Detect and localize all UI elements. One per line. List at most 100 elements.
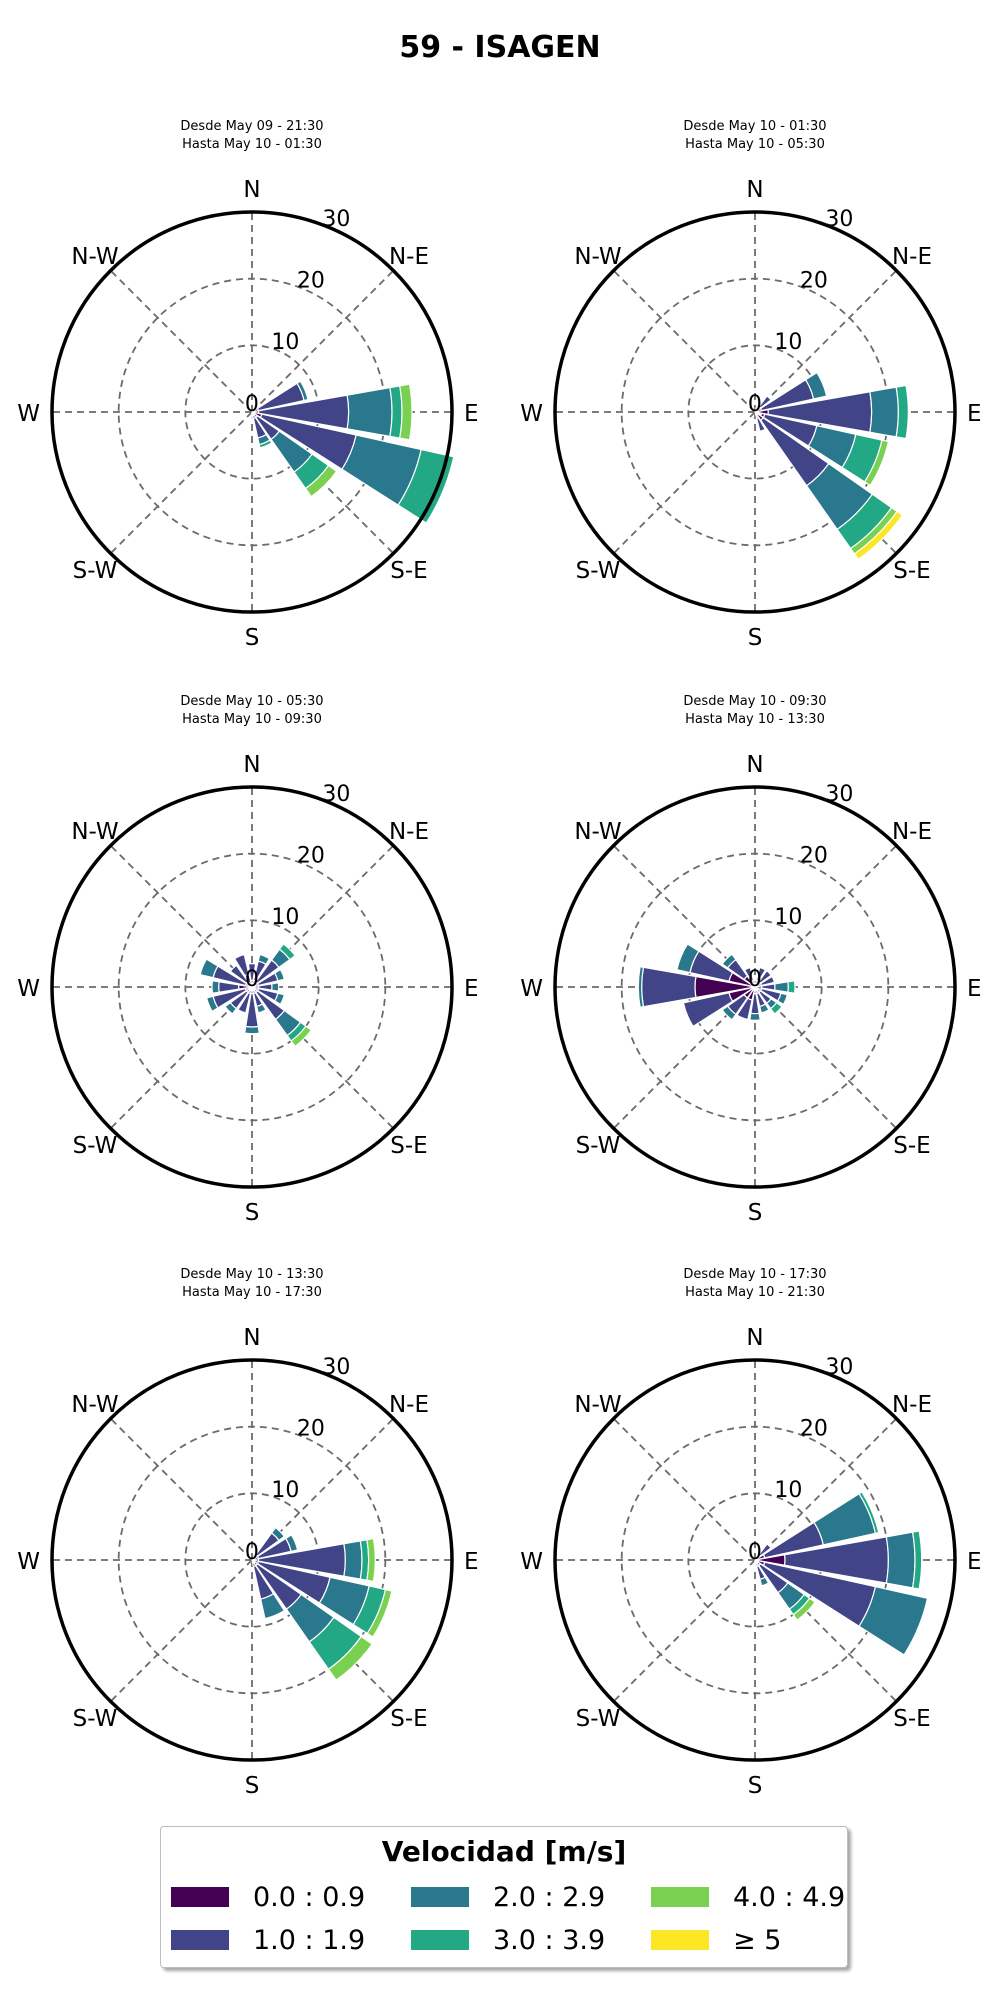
direction-gridline	[754, 269, 898, 413]
direction-label: N-E	[892, 1392, 932, 1418]
windrose-petal-segment	[895, 384, 909, 440]
direction-label: N-W	[574, 819, 621, 845]
direction-label: N	[746, 752, 763, 778]
windrose-subtitle: Desde May 10 - 13:30	[180, 1267, 323, 1282]
windrose-petal-segment	[290, 1025, 313, 1048]
windrose-outer-circle	[553, 1358, 957, 1762]
radial-tick-label: 0	[245, 1540, 259, 1565]
windrose-petal-segment	[758, 969, 773, 984]
windrose-petal-segment	[755, 416, 766, 433]
windrose-petal-segment	[754, 411, 763, 416]
windrose-petal-segment	[251, 405, 259, 413]
windrose-subtitle: Desde May 10 - 17:30	[683, 1267, 826, 1282]
windrose-petal-segment	[327, 1635, 373, 1681]
direction-label: S-W	[576, 558, 621, 584]
legend: Velocidad [m/s] 0.0 : 0.9 1.0 : 1.9 2.0 …	[160, 1826, 848, 1968]
windrose-petal-segment	[769, 1001, 783, 1015]
direction-label: S	[748, 1200, 763, 1226]
legend-swatch	[171, 1887, 229, 1907]
direction-label: E	[967, 1549, 982, 1575]
direction-label: N-W	[71, 244, 118, 270]
direction-label: S-E	[893, 1133, 930, 1159]
direction-label: S-E	[390, 558, 427, 584]
windrose-petal-segment	[758, 1003, 770, 1014]
direction-label: W	[520, 401, 543, 427]
windrose-petal-segment	[273, 992, 286, 1006]
windrose-outer-circle	[50, 785, 454, 1189]
windrose-petal-segment	[776, 992, 789, 1006]
windrose-petal-segment	[343, 1540, 363, 1580]
windrose-grid: Desde May 09 - 21:30 Hasta May 10 - 01:30…	[17, 119, 982, 1799]
direction-label: N-W	[71, 1392, 118, 1418]
windrose-petal-segment	[271, 982, 280, 992]
direction-label: N	[243, 1325, 260, 1351]
windrose-petal-segment	[389, 385, 403, 439]
windrose-subtitle: Desde May 10 - 09:30	[683, 694, 826, 709]
windrose-petal-segment	[863, 439, 890, 487]
direction-label: N	[243, 752, 260, 778]
radial-tick-label: 0	[748, 1540, 762, 1565]
direction-gridline	[754, 986, 898, 1130]
direction-gridline	[251, 844, 395, 988]
radial-tick-label: 20	[800, 844, 828, 869]
direction-gridline	[109, 269, 253, 413]
windrose-petal-segment	[676, 943, 700, 974]
windrose-petal-segment	[853, 510, 904, 561]
windrose-petal-segment	[258, 439, 273, 449]
windrose-petal-segment	[397, 448, 455, 524]
legend-item: 4.0 : 4.9	[651, 1877, 845, 1917]
windrose-4: Desde May 10 - 09:30 Hasta May 10 - 13:30…	[520, 694, 981, 1226]
radial-tick-label: 30	[322, 782, 350, 807]
radial-tick-label: 10	[774, 330, 802, 355]
windrose-petal-segment	[304, 464, 338, 498]
radial-tick-label: 10	[271, 1478, 299, 1503]
radial-tick-label: 10	[774, 1478, 802, 1503]
windrose-petal-segment	[911, 1530, 923, 1590]
direction-label: E	[464, 1549, 479, 1575]
radial-tick-label: 0	[748, 392, 762, 417]
direction-label: W	[17, 401, 40, 427]
direction-gridline	[754, 1559, 898, 1703]
direction-label: N-E	[892, 819, 932, 845]
windrose-petal-segment	[774, 981, 789, 993]
direction-label: N-W	[574, 244, 621, 270]
windrose-petal-segment	[244, 1025, 260, 1035]
windrose-subtitle: Hasta May 10 - 21:30	[685, 1285, 825, 1300]
direction-gridline	[109, 986, 253, 1130]
windrose-petal-segment	[346, 386, 393, 438]
windrose-petal-segment	[284, 1534, 299, 1553]
windrose-petal-segment	[721, 953, 737, 969]
direction-label: S-W	[73, 558, 118, 584]
windrose-petal-segment	[743, 966, 755, 983]
windrose-petal-segment	[749, 1012, 761, 1021]
windrose-petal-segment	[792, 1597, 816, 1621]
direction-gridline	[612, 1559, 756, 1703]
windrose-petal-segment	[759, 1576, 770, 1587]
direction-label: S	[245, 1200, 260, 1226]
windrose-petal-segment	[736, 997, 753, 1021]
windrose-petal-segment	[270, 1526, 286, 1542]
windrose-petal-segment	[199, 958, 219, 979]
radial-tick-label: 20	[297, 1417, 325, 1442]
direction-label: W	[520, 1549, 543, 1575]
radial-tick-label: 20	[297, 269, 325, 294]
direction-label: E	[464, 401, 479, 427]
windrose-subtitle: Desde May 10 - 05:30	[180, 694, 323, 709]
windrose-outer-circle	[553, 210, 957, 614]
direction-gridline	[109, 844, 253, 988]
direction-label: N-E	[389, 819, 429, 845]
windrose-petal-segment	[255, 1003, 267, 1014]
direction-gridline	[754, 844, 898, 988]
direction-gridline	[251, 1417, 395, 1561]
windrose-petal-segment	[205, 995, 219, 1013]
windrose-petal-segment	[637, 966, 645, 1008]
windrose-subtitle: Hasta May 10 - 05:30	[685, 137, 825, 152]
radial-tick-label: 10	[774, 905, 802, 930]
windrose-petal-segment	[250, 411, 254, 420]
direction-gridline	[109, 1559, 253, 1703]
legend-swatch	[411, 1887, 469, 1907]
direction-gridline	[612, 986, 756, 1130]
windrose-petal-segment	[858, 1491, 880, 1535]
direction-label: S	[245, 625, 260, 651]
direction-gridline	[612, 411, 756, 555]
